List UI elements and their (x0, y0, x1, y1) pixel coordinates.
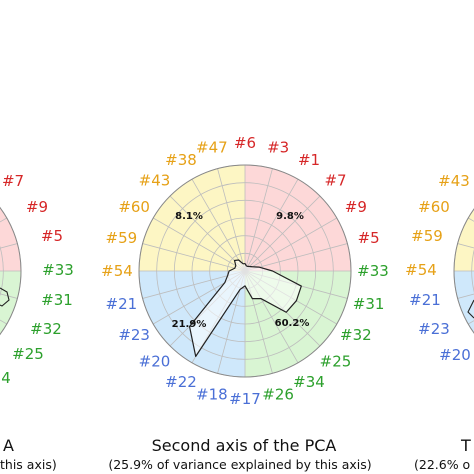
right-axis-label-43: #43 (438, 172, 470, 190)
axis-label-3: #3 (267, 138, 289, 156)
axis-label-18: #18 (196, 386, 228, 404)
center-radar-chart: #6 #3 #1#7 #9 #5 #33 #31 #32 #25 #34#26#17#18#22 #… (101, 134, 389, 408)
grid-spoke (244, 243, 348, 272)
left-axis-label-5: #5 (41, 227, 63, 245)
left-axis-label-7: #7 (2, 172, 24, 190)
right-subtitle-fragment: (22.6% o (414, 457, 470, 472)
axis-label-38: #38 (165, 151, 197, 169)
axis-label-60: #60 (118, 198, 150, 216)
grid-spoke (217, 168, 246, 272)
axis-label-20: #20 (139, 353, 171, 371)
left-partial-radar: #7#9 #5 #33 #31 #32 #254 (0, 172, 74, 387)
axis-label-25: #25 (320, 353, 352, 371)
left-axis-label-9: #9 (26, 198, 48, 216)
right-axis-label-60: #60 (418, 198, 450, 216)
axis-label-59: #59 (106, 229, 138, 247)
axis-label-32: #32 (340, 326, 372, 344)
outer-ring (138, 164, 352, 378)
grid-spoke (244, 179, 299, 272)
right-partial-radar: #43 #60 #59 #54 #21 #23 #20 (405, 172, 474, 364)
right-title-fragment: T (460, 436, 471, 455)
left-title-fragment: A (3, 436, 14, 455)
grid-spoke (169, 195, 246, 272)
left-subtitle-fragment: this axis) (0, 457, 57, 472)
axis-label-26: #26 (262, 386, 294, 404)
right-axis-label-23: #23 (418, 320, 450, 338)
chart-title: Second axis of the PCA (152, 436, 337, 455)
axis-label-17: #17 (229, 390, 261, 408)
grid-spoke (142, 243, 246, 272)
quadrant-blue (454, 271, 474, 333)
right-data-outline (467, 299, 474, 319)
axis-label-6: #6 (234, 134, 256, 152)
axis-label-9: #9 (345, 198, 367, 216)
axis-label-54: #54 (101, 262, 133, 280)
left-axis-label-33: #33 (42, 261, 74, 279)
quadrant-percent-bottom-left: 21.9% (172, 319, 207, 330)
grid-spoke (0, 293, 18, 299)
axis-label-23: #23 (118, 326, 150, 344)
grid-spoke (153, 217, 246, 272)
outer-ring (0, 206, 22, 336)
outer-ring (453, 208, 474, 334)
axis-label-7: #7 (324, 171, 346, 189)
quadrant-yellow (454, 209, 474, 271)
grid-spoke (0, 243, 18, 249)
grid-spoke (244, 195, 321, 272)
axis-label-34: #34 (293, 373, 325, 391)
left-axis-label-31: #31 (41, 291, 73, 309)
quadrant-percent-top-left: 8.1% (175, 211, 203, 222)
right-axis-label-20: #20 (439, 346, 471, 364)
axis-label-31: #31 (353, 295, 385, 313)
left-axis-label-4: 4 (1, 369, 11, 387)
axis-label-21: #21 (106, 295, 138, 313)
chart-subtitle: (25.9% of variance explained by this axi… (108, 457, 371, 472)
right-axis-label-54: #54 (405, 261, 437, 279)
axis-label-47: #47 (196, 138, 228, 156)
axis-label-33: #33 (357, 262, 389, 280)
axis-label-43: #43 (139, 171, 171, 189)
axis-label-5: #5 (358, 229, 380, 247)
right-axis-label-59: #59 (411, 227, 443, 245)
quadrant-percent-top-right: 9.8% (276, 211, 304, 222)
quadrant-percent-bottom-right: 60.2% (275, 318, 310, 329)
grid-spoke (244, 168, 273, 272)
quadrant-green (0, 271, 21, 335)
left-data-outline (0, 287, 10, 307)
grid-spoke (244, 217, 337, 272)
axis-label-1: #1 (298, 151, 320, 169)
axis-label-22: #22 (165, 373, 197, 391)
grid-spoke (191, 179, 246, 272)
left-axis-label-25: #25 (12, 345, 44, 363)
quadrant-red (0, 207, 21, 271)
right-axis-label-21: #21 (409, 291, 441, 309)
left-axis-label-32: #32 (30, 320, 62, 338)
